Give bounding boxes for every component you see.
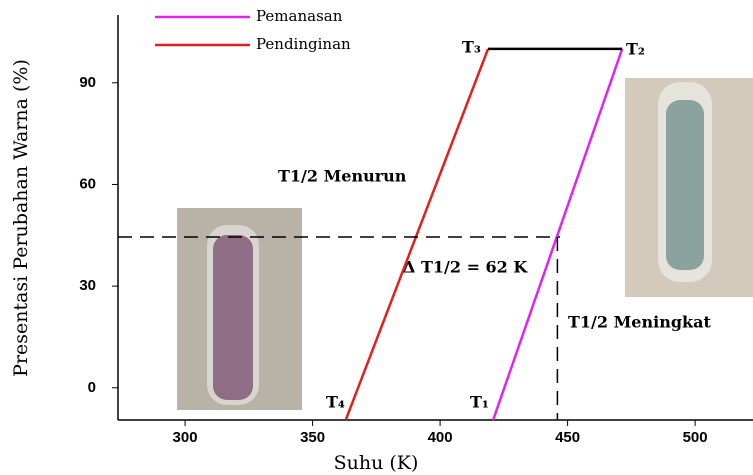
y-tick-label: 60	[79, 175, 96, 192]
y-tick-label: 30	[79, 277, 96, 294]
y-axis-label: Presentasi Perubahan Warna (%)	[10, 59, 32, 377]
series-line	[346, 49, 488, 420]
y-tick-label: 90	[79, 74, 96, 91]
x-tick-label: 350	[300, 429, 325, 446]
annotation: T₃	[462, 38, 481, 57]
legend-label: Pendinginan	[256, 35, 351, 53]
y-tick-label: 0	[88, 379, 96, 396]
annotation: T1/2 Meningkat	[568, 313, 711, 332]
annotation: T₁	[470, 393, 489, 412]
photo-sample	[666, 100, 704, 270]
x-tick-label: 450	[555, 429, 580, 446]
series-line	[493, 49, 622, 420]
x-axis-label: Suhu (K)	[334, 452, 419, 474]
chart: Suhu (K) Presentasi Perubahan Warna (%) …	[0, 0, 753, 475]
x-tick-label: 400	[428, 429, 453, 446]
annotation: T1/2 Menurun	[278, 167, 407, 186]
x-tick-label: 300	[173, 429, 198, 446]
page: Suhu (K) Presentasi Perubahan Warna (%) …	[0, 0, 753, 475]
annotation: Δ T1/2 = 62 K	[403, 258, 528, 277]
annotation: T₄	[326, 393, 345, 412]
photo-sample	[213, 235, 253, 400]
x-tick-label: 500	[683, 429, 708, 446]
legend-label: Pemanasan	[256, 7, 343, 25]
annotation: T₂	[626, 40, 645, 59]
